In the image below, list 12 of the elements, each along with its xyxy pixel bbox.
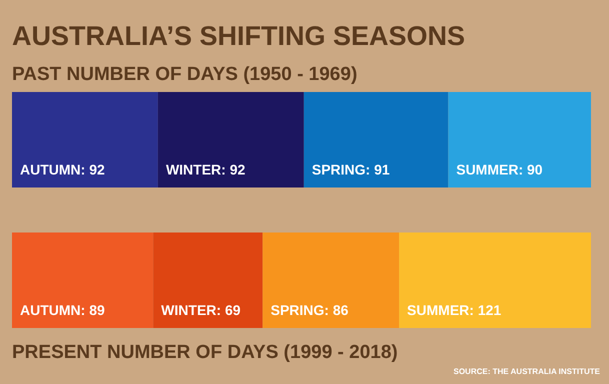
data-label: AUTUMN: 89	[20, 302, 105, 318]
data-label: SPRING: 91	[312, 161, 390, 178]
data-label: AUTUMN: 92	[20, 161, 105, 178]
data-label: WINTER: 92	[166, 161, 246, 178]
data-label: SPRING: 86	[270, 302, 349, 318]
data-label: SUMMER: 121	[407, 302, 502, 318]
y-tick-label: PRESENT NUMBER OF DAYS (1999 - 2018)	[12, 342, 398, 363]
y-tick-label: PAST NUMBER OF DAYS (1950 - 1969)	[12, 64, 358, 85]
text: AUSTRALIA’S SHIFTING SEASONS	[12, 21, 466, 51]
data-label: SUMMER: 90	[456, 161, 543, 178]
data-label: WINTER: 69	[161, 302, 241, 318]
annotation: SOURCE: THE AUSTRALIA INSTITUTE	[453, 367, 601, 376]
